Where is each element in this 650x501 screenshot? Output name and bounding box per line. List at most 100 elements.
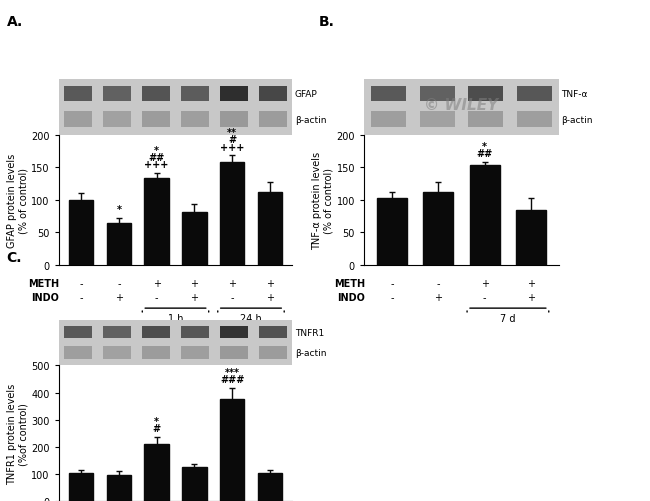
Text: -: - (79, 279, 83, 289)
Bar (220, 347, 248, 359)
Text: METH: METH (334, 279, 365, 289)
Bar (220, 112, 248, 128)
Bar (103, 347, 131, 359)
Bar (517, 87, 552, 102)
Text: #: # (153, 423, 161, 433)
Bar (142, 347, 170, 359)
Text: ###: ### (220, 374, 244, 384)
Bar (181, 112, 209, 128)
Text: INDO: INDO (31, 293, 59, 303)
Text: -: - (390, 279, 394, 289)
Bar (181, 347, 209, 359)
Bar (377, 199, 407, 266)
Text: β-actin: β-actin (295, 115, 326, 124)
Bar (103, 326, 131, 339)
Bar (142, 87, 170, 102)
Text: β-actin: β-actin (295, 349, 326, 358)
Bar (516, 211, 546, 266)
Bar (420, 112, 455, 128)
Text: C.: C. (6, 250, 22, 265)
Text: *: * (154, 416, 159, 426)
Bar (69, 200, 94, 266)
Text: -: - (230, 293, 234, 303)
Bar (103, 112, 131, 128)
Text: **: ** (227, 128, 237, 138)
Bar (64, 87, 92, 102)
Bar (371, 87, 406, 102)
Text: A.: A. (6, 15, 23, 29)
Text: +: + (266, 279, 274, 289)
Bar (423, 192, 454, 266)
Text: B.: B. (318, 15, 334, 29)
Bar (182, 467, 207, 501)
Bar (257, 192, 282, 266)
Bar (69, 472, 94, 501)
Bar (220, 326, 248, 339)
Text: +: + (190, 293, 198, 303)
Text: 24 h: 24 h (240, 314, 262, 324)
Text: ##: ## (148, 153, 164, 163)
Bar (142, 326, 170, 339)
Bar (103, 87, 131, 102)
Bar (142, 112, 170, 128)
Text: *: * (116, 205, 122, 215)
Text: +: + (527, 279, 535, 289)
Bar (144, 179, 169, 266)
Text: © WILEY: © WILEY (424, 98, 499, 112)
Bar (220, 87, 248, 102)
Text: +++: +++ (220, 142, 244, 152)
Text: -: - (117, 279, 121, 289)
Text: METH: METH (28, 279, 59, 289)
Text: TNF-α: TNF-α (561, 90, 588, 99)
Text: +: + (527, 293, 535, 303)
Bar (144, 444, 169, 501)
Y-axis label: TNFR1 protein levels
(%of control): TNFR1 protein levels (%of control) (6, 383, 28, 484)
Text: ##: ## (476, 149, 493, 159)
Text: +: + (228, 279, 236, 289)
Text: GFAP: GFAP (295, 90, 318, 99)
Y-axis label: TNF-α protein levels
(% of control): TNF-α protein levels (% of control) (312, 151, 333, 249)
Bar (517, 112, 552, 128)
Text: INDO: INDO (337, 293, 365, 303)
Bar (64, 112, 92, 128)
Text: 1 h: 1 h (168, 314, 183, 324)
Text: -: - (483, 293, 486, 303)
Bar (181, 87, 209, 102)
Text: +: + (115, 293, 123, 303)
Bar (259, 87, 287, 102)
Bar (181, 326, 209, 339)
Bar (107, 475, 131, 501)
Bar (371, 112, 406, 128)
Text: ***: *** (225, 367, 240, 377)
Text: #: # (228, 135, 236, 145)
Text: *: * (482, 142, 488, 151)
Text: 7 d: 7 d (500, 314, 515, 324)
Text: +: + (266, 293, 274, 303)
Text: +: + (434, 293, 442, 303)
Text: +: + (190, 279, 198, 289)
Bar (220, 163, 244, 266)
Bar (420, 87, 455, 102)
Text: TNFR1: TNFR1 (295, 328, 324, 337)
Bar (220, 399, 244, 501)
Text: +: + (153, 279, 161, 289)
Bar (259, 112, 287, 128)
Text: -: - (79, 293, 83, 303)
Text: -: - (390, 293, 394, 303)
Bar (64, 347, 92, 359)
Text: β-actin: β-actin (561, 115, 592, 124)
Bar (470, 166, 500, 266)
Text: *: * (154, 145, 159, 155)
Text: +++: +++ (144, 160, 169, 170)
Bar (64, 326, 92, 339)
Bar (107, 223, 131, 266)
Text: -: - (437, 279, 440, 289)
Bar (182, 213, 207, 266)
Bar (257, 472, 282, 501)
Y-axis label: GFAP protein levels
(% of control): GFAP protein levels (% of control) (6, 153, 28, 247)
Bar (259, 326, 287, 339)
Bar (259, 347, 287, 359)
Text: -: - (155, 293, 159, 303)
Bar (469, 87, 504, 102)
Bar (469, 112, 504, 128)
